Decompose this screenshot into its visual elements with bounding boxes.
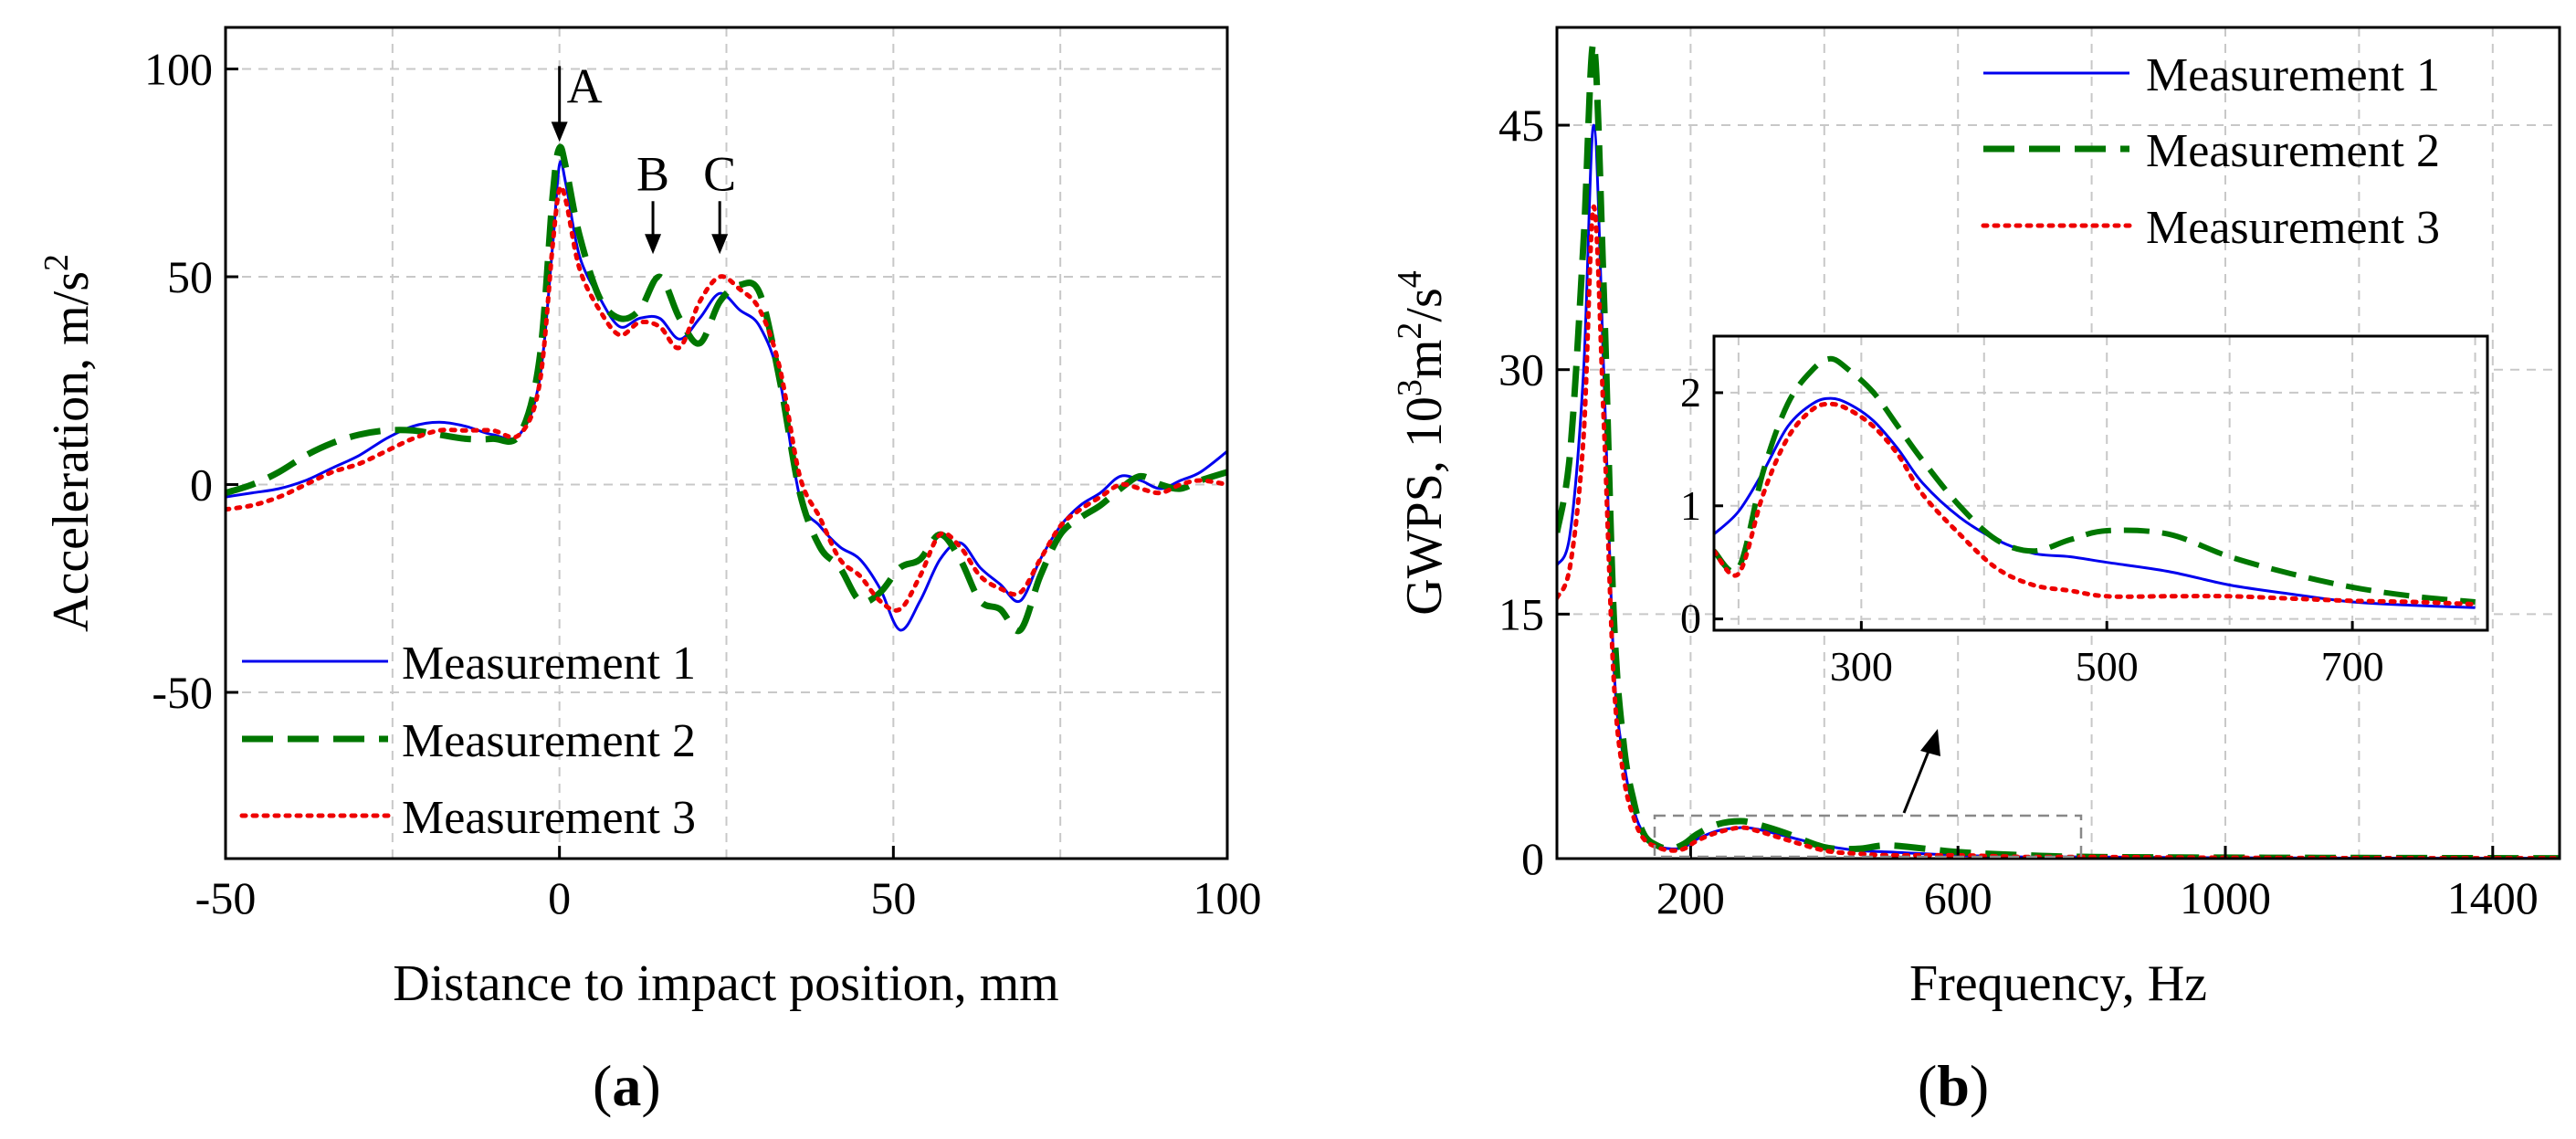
legend-b-label-3: Measurement 3: [2146, 202, 2440, 254]
panel-a-x-ticks: -50 0 50 100: [195, 846, 1262, 923]
panel-b-y-tick-label: 45: [1498, 100, 1544, 151]
panel-b-x-ticks: 200 600 1000 1400: [1656, 846, 2539, 923]
panel-a-y-tick-label: 0: [190, 459, 213, 511]
panel-a-frame: [224, 26, 1229, 860]
legend-b-label-2: Measurement 2: [2146, 125, 2440, 177]
panel-b-x-tick-label: 200: [1656, 872, 1725, 923]
panel-b-y-tick-label: 30: [1498, 344, 1544, 395]
panel-b: 200 600 1000 1400 0 15 30 45 300 500 700 0 1 2 Freq…: [1391, 26, 2561, 1118]
inset-y-tick-label: 1: [1680, 482, 1701, 529]
inset-y-tick-label: 0: [1680, 596, 1701, 642]
zoom-arrow-head-icon: [1920, 729, 1940, 756]
annotation-arrow-head-icon: [551, 121, 568, 142]
panel-a-x-tick-label: 0: [548, 872, 571, 923]
annotation-label-B: B: [636, 146, 669, 201]
zoom-region-box: [1653, 814, 2083, 859]
panel-a-y-tick-label: 100: [144, 44, 213, 95]
inset-y-tick-label: 2: [1680, 369, 1701, 416]
inset-series-1-line: [1714, 396, 2476, 609]
panel-a-series-3-line: [226, 184, 1227, 613]
annotation-label-C: C: [703, 146, 736, 201]
inset-plot: 300 500 700 0 1 2: [1680, 334, 2489, 690]
panel-b-x-label: Frequency, Hz: [1909, 955, 2207, 1012]
panel-a-y-ticks: -50 0 50 100: [144, 44, 238, 718]
annotation-label-A: A: [567, 58, 603, 113]
inset-series: [1714, 355, 2478, 609]
panel-b-y-tick-label: 0: [1521, 833, 1544, 884]
panel-a-y-label: Acceleration, m/s2: [37, 254, 100, 632]
panel-a-annotations: AB C: [551, 58, 736, 255]
legend-b-label-1: Measurement 1: [2146, 49, 2440, 101]
panel-b-y-ticks: 0 15 30 45: [1498, 100, 1570, 884]
panel-b-x-tick-label: 600: [1924, 872, 1992, 923]
inset-x-tick-label: 700: [2321, 643, 2384, 690]
panel-a-x-label: Distance to impact position, mm: [393, 955, 1058, 1012]
panel-a: AB C -50 0 50 100 -50 0 50 100 Distance to impa…: [37, 26, 1262, 1118]
panel-a-caption: (a): [593, 1053, 661, 1118]
annotation-arrow-head-icon: [711, 234, 729, 255]
inset-x-tick-label: 500: [2076, 643, 2139, 690]
panel-b-legend: Measurement 1 Measurement 2 Measurement …: [1981, 49, 2440, 254]
panel-a-y-tick-label: 50: [167, 251, 213, 302]
panel-a-x-tick-label: 50: [870, 872, 916, 923]
legend-a-label-2: Measurement 2: [402, 715, 696, 767]
inset-series-3-line: [1714, 401, 2478, 606]
panel-b-caption: (b): [1918, 1053, 1989, 1118]
panel-b-y-tick-label: 15: [1498, 588, 1544, 639]
inset-ticks: 300 500 700 0 1 2: [1680, 369, 2384, 690]
panel-a-x-tick-label: 100: [1193, 872, 1262, 923]
legend-a-label-3: Measurement 3: [402, 792, 696, 844]
legend-a-label-1: Measurement 1: [402, 638, 696, 690]
panel-b-x-tick-label: 1000: [2180, 872, 2271, 923]
zoom-arrow-line: [1902, 744, 1933, 814]
panel-b-y-label: GWPS, 103m2/s4: [1391, 270, 1453, 616]
inset-x-tick-label: 300: [1830, 643, 1893, 690]
panel-b-x-tick-label: 1400: [2447, 872, 2539, 923]
panel-a-series: [226, 143, 1227, 635]
inset-series-2-line: [1714, 355, 2476, 605]
panel-a-legend: Measurement 1 Measurement 2 Measurement …: [239, 638, 696, 844]
panel-b-frame: [1555, 26, 2561, 860]
panel-a-y-tick-label: -50: [152, 667, 213, 718]
inset-grid: [1714, 336, 2487, 630]
panel-a-x-tick-label: -50: [195, 872, 257, 923]
inset-frame: [1712, 334, 2489, 632]
panel-a-series-2-line: [226, 143, 1227, 635]
annotation-arrow-head-icon: [645, 234, 662, 255]
